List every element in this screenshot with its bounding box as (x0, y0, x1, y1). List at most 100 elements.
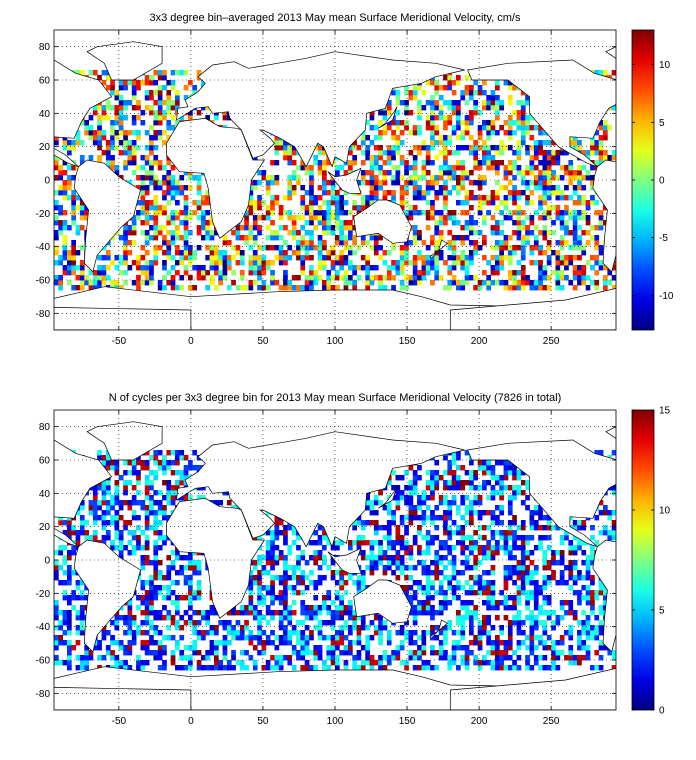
bin-cell (309, 280, 314, 286)
y-tick-label: 40 (39, 109, 51, 120)
bin-cell (356, 265, 362, 271)
bin-cell (568, 255, 574, 261)
bin-cell (166, 485, 172, 491)
bin-cell (209, 280, 215, 286)
bin-cell (369, 125, 375, 131)
bin-cell (438, 115, 444, 121)
bin-cell (300, 160, 306, 166)
bin-cell (153, 210, 159, 216)
bin-cell (503, 255, 509, 261)
bin-cell (162, 110, 167, 116)
bin-cell (365, 170, 370, 176)
bin-cell (270, 535, 275, 541)
bin-cell (287, 525, 293, 531)
bin-cell (291, 570, 297, 576)
bin-cell (585, 230, 591, 236)
bin-cell (360, 570, 366, 576)
bin-cell (486, 195, 491, 201)
bin-cell (226, 665, 232, 671)
bin-cell (391, 180, 396, 186)
bin-cell (572, 270, 578, 276)
bin-cell (525, 275, 530, 281)
bin-cell (525, 130, 530, 136)
bin-cell (495, 190, 500, 196)
bin-cell (231, 270, 236, 276)
bin-cell (58, 520, 63, 526)
bin-cell (166, 110, 172, 116)
bin-cell (542, 190, 548, 196)
bin-cell (460, 170, 466, 176)
bin-cell (283, 585, 288, 591)
bin-cell (477, 285, 483, 291)
bin-cell (84, 215, 89, 221)
bin-cell (136, 100, 141, 106)
bin-cell (222, 645, 228, 651)
bin-cell (365, 495, 370, 501)
bin-cell (348, 545, 353, 551)
bin-cell (322, 280, 327, 286)
bin-cell (430, 215, 435, 221)
bin-cell (79, 225, 85, 231)
bin-cell (421, 140, 427, 146)
bin-cell (153, 615, 159, 621)
bin-cell (538, 160, 543, 166)
bin-cell (166, 120, 172, 126)
bin-cell (118, 505, 124, 511)
bin-cell (434, 130, 440, 136)
bin-cell (75, 585, 81, 591)
bin-cell (283, 540, 288, 546)
bin-cell (248, 265, 254, 271)
bin-cell (296, 255, 301, 261)
bin-cell (248, 595, 254, 601)
bin-cell (136, 455, 141, 461)
bin-cell (162, 100, 167, 106)
bin-cell (590, 255, 595, 261)
bin-cell (270, 175, 275, 181)
bin-cell (559, 190, 565, 196)
bin-cell (373, 155, 379, 161)
bin-cell (577, 225, 582, 231)
bin-cell (118, 95, 124, 101)
bin-cell (287, 575, 293, 581)
bin-cell (157, 95, 163, 101)
bin-cell (235, 230, 241, 236)
bin-cell (183, 230, 189, 236)
bin-cell (408, 275, 414, 281)
bin-cell (425, 155, 431, 161)
bin-cell (257, 615, 262, 621)
bin-cell (335, 595, 340, 601)
count-panel: N of cycles per 3x3 degree bin for 2013 … (0, 380, 696, 760)
bin-cell (464, 190, 470, 196)
bin-cell (231, 630, 236, 636)
bin-cell (123, 130, 128, 136)
bin-cell (278, 640, 284, 646)
bin-cell (157, 560, 163, 566)
bin-cell (335, 645, 340, 651)
bin-cell (114, 135, 120, 141)
bin-cell (322, 560, 327, 566)
bin-cell (495, 145, 500, 151)
bin-cell (460, 185, 466, 191)
bin-cell (252, 215, 258, 221)
bin-cell (464, 120, 470, 126)
bin-cell (404, 160, 409, 166)
bin-cell (261, 595, 267, 601)
bin-cell (477, 165, 483, 171)
bin-cell (356, 515, 362, 521)
bin-cell (136, 655, 141, 661)
bin-cell (464, 75, 470, 81)
bin-cell (594, 240, 600, 246)
bin-cell (313, 610, 319, 616)
bin-cell (538, 175, 543, 181)
bin-cell (581, 165, 587, 171)
bin-cell (179, 285, 185, 291)
bin-cell (343, 660, 349, 666)
bin-cell (54, 645, 59, 651)
bin-cell (175, 550, 180, 556)
bin-cell (283, 250, 288, 256)
bin-cell (188, 620, 193, 626)
bin-cell (516, 110, 522, 116)
bin-cell (490, 265, 496, 271)
bin-cell (490, 270, 496, 276)
bin-cell (417, 255, 422, 261)
